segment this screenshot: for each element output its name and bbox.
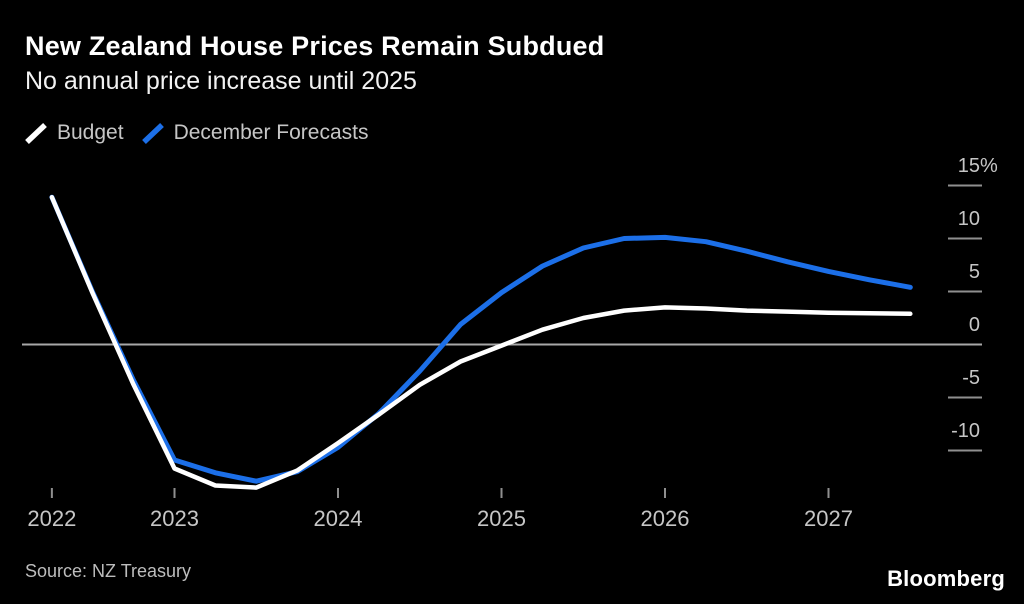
- legend: Budget December Forecasts: [24, 120, 368, 146]
- legend-label-december-forecasts: December Forecasts: [173, 121, 369, 144]
- budget-line-swatch-icon: [25, 123, 47, 144]
- legend-item-budget: Budget: [24, 120, 124, 146]
- legend-label-budget: Budget: [57, 121, 124, 144]
- series-line-december: [49, 194, 913, 484]
- december-forecasts-line-swatch-icon: [141, 123, 164, 144]
- chart-subtitle: No annual price increase until 2025: [25, 67, 417, 95]
- legend-item-december-forecasts: December Forecasts: [141, 120, 369, 146]
- chart-title: New Zealand House Prices Remain Subdued: [25, 31, 605, 61]
- source-credit: Source: NZ Treasury: [25, 561, 192, 581]
- bloomberg-logo: Bloomberg: [887, 566, 1005, 591]
- series-line-budget: [49, 194, 913, 490]
